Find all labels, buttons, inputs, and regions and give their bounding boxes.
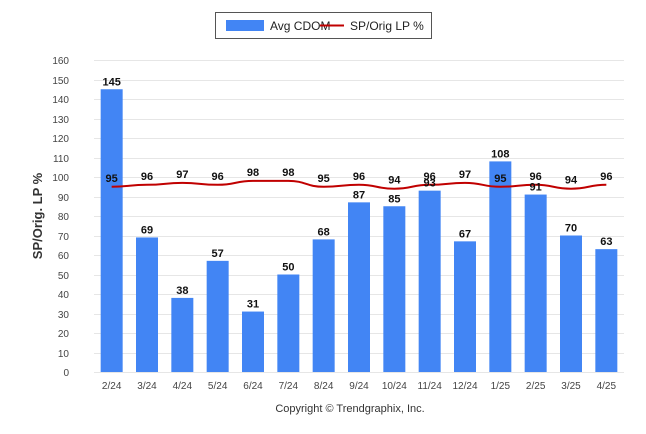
x-tick-label: 2/24 bbox=[102, 381, 122, 392]
bar bbox=[348, 202, 370, 372]
line-value-label: 98 bbox=[282, 167, 294, 179]
bar-value-label: 145 bbox=[102, 76, 120, 88]
bar bbox=[312, 239, 335, 372]
x-tick-label: 9/24 bbox=[349, 381, 369, 392]
y-tick-label: 160 bbox=[52, 56, 69, 67]
bar bbox=[560, 235, 582, 372]
line-value-label: 96 bbox=[353, 171, 365, 183]
bar bbox=[100, 89, 123, 372]
y-tick-label: 110 bbox=[53, 154, 69, 165]
copyright-text: Copyright © Trendgraphix, Inc. bbox=[275, 403, 424, 415]
bar-value-label: 108 bbox=[491, 148, 509, 160]
line-value-label: 97 bbox=[459, 169, 471, 181]
bar-value-label: 85 bbox=[388, 193, 400, 205]
bar bbox=[136, 237, 158, 372]
line-value-label: 95 bbox=[318, 173, 330, 185]
x-tick-label: 7/24 bbox=[279, 381, 299, 392]
line-series-path bbox=[111, 179, 607, 190]
line-series bbox=[111, 179, 607, 190]
y-tick-label: 90 bbox=[58, 193, 70, 204]
legend-label-avg-cdom: Avg CDOM bbox=[270, 19, 330, 33]
line-value-label: 96 bbox=[141, 171, 153, 183]
line-value-label: 96 bbox=[212, 171, 224, 183]
bar bbox=[206, 260, 229, 372]
y-tick-label: 10 bbox=[58, 349, 70, 360]
line-value-label: 95 bbox=[106, 173, 118, 185]
y-tick-label: 70 bbox=[58, 232, 70, 243]
bar-value-label: 57 bbox=[212, 248, 224, 260]
line-value-label: 95 bbox=[494, 173, 506, 185]
data-labels: 145 69 38 57 31 50 68 87 85 93 67 108 91 70 63 95 96 97 96… bbox=[102, 76, 612, 310]
x-tick-label: 4/25 bbox=[597, 381, 617, 392]
y-tick-label: 120 bbox=[52, 134, 69, 145]
x-tick-label: 5/24 bbox=[208, 381, 228, 392]
bar-value-label: 69 bbox=[141, 224, 153, 236]
bar-value-label: 31 bbox=[247, 299, 259, 311]
y-tick-label: 150 bbox=[52, 76, 69, 87]
y-tick-label: 30 bbox=[58, 310, 70, 321]
y-tick-label: 80 bbox=[58, 212, 70, 223]
x-tick-label: 3/25 bbox=[561, 381, 581, 392]
x-axis-ticks: 2/24 3/24 4/24 5/24 6/24 7/24 8/24 9/24 10/24 11/… bbox=[102, 381, 617, 392]
bar-value-label: 70 bbox=[565, 223, 577, 235]
line-value-label: 97 bbox=[176, 169, 188, 181]
bar-value-label: 63 bbox=[600, 236, 612, 248]
line-value-label: 96 bbox=[530, 171, 542, 183]
bar-value-label: 50 bbox=[282, 262, 294, 274]
bar bbox=[277, 274, 300, 372]
y-tick-label: 140 bbox=[52, 95, 69, 106]
bar-series bbox=[100, 89, 618, 372]
x-tick-label: 10/24 bbox=[382, 381, 407, 392]
bar bbox=[489, 161, 512, 372]
bar bbox=[524, 194, 547, 372]
bar bbox=[454, 241, 476, 372]
line-value-label: 96 bbox=[600, 171, 612, 183]
line-value-label: 94 bbox=[565, 175, 578, 187]
bar-value-label: 93 bbox=[424, 178, 436, 190]
bar bbox=[595, 249, 618, 372]
x-tick-label: 6/24 bbox=[243, 381, 263, 392]
legend-swatch-bar bbox=[226, 20, 264, 31]
y-tick-label: 50 bbox=[58, 271, 70, 282]
bar bbox=[418, 190, 441, 372]
bar-value-label: 91 bbox=[530, 182, 542, 194]
y-tick-label: 60 bbox=[58, 251, 70, 262]
bar-value-label: 68 bbox=[318, 226, 330, 238]
y-axis-ticks: 0 10 20 30 40 50 60 70 80 90 100 110 120 130 140 150 160 bbox=[52, 56, 69, 379]
x-tick-label: 1/25 bbox=[491, 381, 511, 392]
bar bbox=[171, 297, 194, 372]
y-tick-label: 130 bbox=[52, 115, 69, 126]
y-tick-label: 20 bbox=[58, 329, 70, 340]
line-value-label: 96 bbox=[424, 171, 436, 183]
y-tick-label: 100 bbox=[52, 173, 69, 184]
legend: Avg CDOM SP/Orig LP % bbox=[215, 12, 432, 39]
x-tick-label: 3/24 bbox=[137, 381, 157, 392]
bar bbox=[242, 311, 264, 372]
bar-value-label: 67 bbox=[459, 228, 471, 240]
y-tick-label: 0 bbox=[63, 368, 69, 379]
x-tick-label: 2/25 bbox=[526, 381, 546, 392]
bar bbox=[383, 206, 406, 372]
x-tick-label: 12/24 bbox=[452, 381, 477, 392]
line-value-label: 98 bbox=[247, 167, 259, 179]
x-tick-label: 11/24 bbox=[418, 381, 443, 392]
bar-value-label: 38 bbox=[176, 285, 188, 297]
line-value-label: 94 bbox=[388, 175, 401, 187]
bar-value-label: 87 bbox=[353, 189, 365, 201]
y-axis-title: SP/Orig. LP % bbox=[30, 172, 45, 259]
legend-label-sp-orig: SP/Orig LP % bbox=[350, 19, 424, 33]
x-tick-label: 8/24 bbox=[314, 381, 334, 392]
y-tick-label: 40 bbox=[58, 290, 70, 301]
x-tick-label: 4/24 bbox=[173, 381, 193, 392]
